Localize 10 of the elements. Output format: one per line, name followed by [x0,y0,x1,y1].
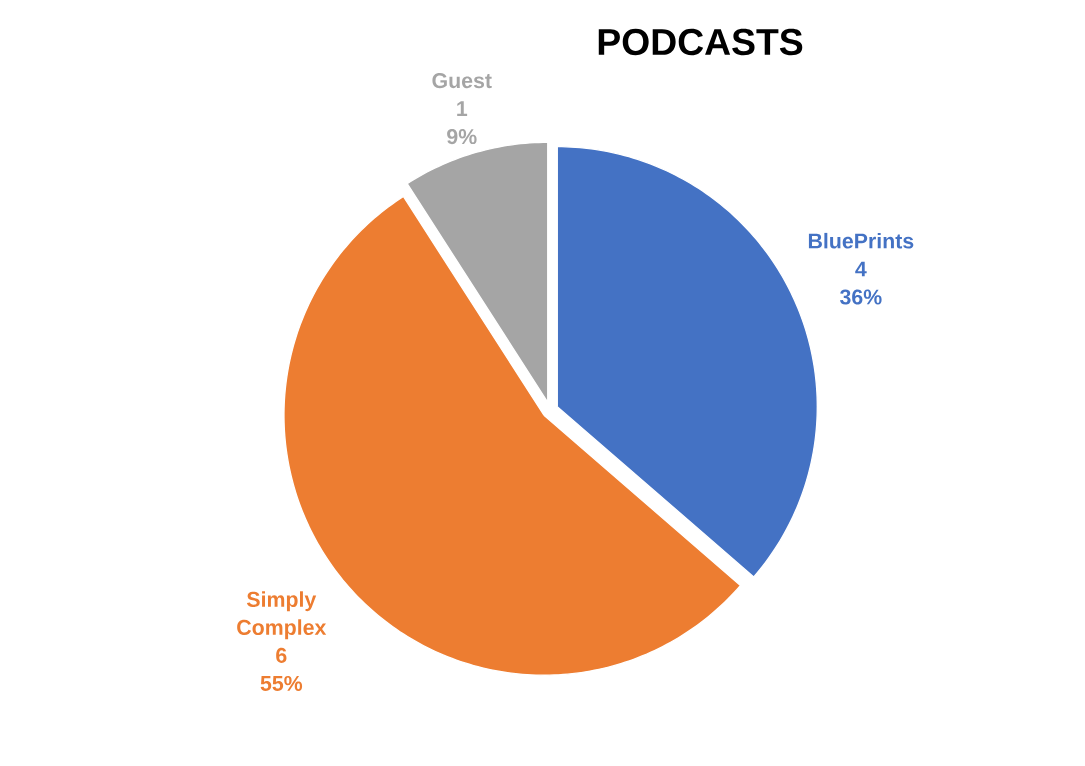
slice-label: Guest [432,73,492,89]
text: 36% [839,289,882,305]
data-label: 1 [457,101,468,116]
data-label: 4 [855,261,867,277]
data-label: 6 [276,647,287,663]
chart-title: PODCASTS [598,28,803,56]
text: 55% [260,675,303,691]
slice-label: BluePrints [808,232,914,249]
slice-label: Simply Complex [237,591,327,640]
text: 9% [447,129,477,145]
